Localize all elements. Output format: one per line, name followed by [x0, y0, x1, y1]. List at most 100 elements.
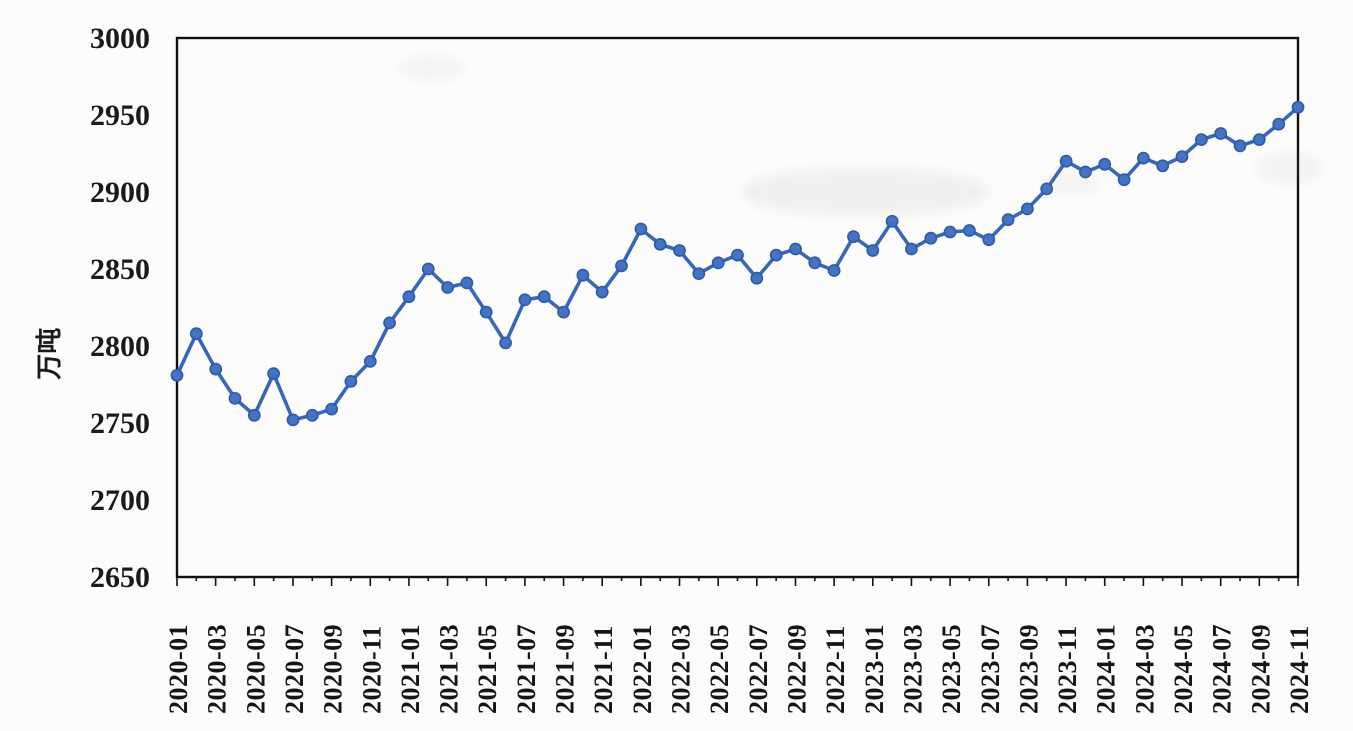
data-point [905, 242, 918, 256]
data-point [247, 408, 261, 422]
data-point [189, 327, 203, 341]
data-point [653, 237, 667, 251]
x-tick-label: 2024-03 [1130, 624, 1159, 714]
data-point [286, 413, 300, 427]
x-tick-label: 2022-05 [705, 624, 734, 714]
x-tick-label: 2022-09 [782, 624, 811, 714]
x-tick-label: 2021-03 [435, 624, 464, 714]
data-point [711, 256, 725, 270]
data-point [1117, 173, 1131, 187]
x-tick-label: 2022-07 [744, 624, 773, 714]
data-point [1156, 159, 1170, 173]
data-point [499, 336, 512, 350]
data-point [1214, 127, 1228, 140]
data-point [441, 281, 454, 294]
x-tick-label: 2024-07 [1208, 624, 1237, 714]
data-point [924, 231, 938, 245]
data-point [1233, 139, 1247, 153]
data-point [595, 285, 609, 299]
x-tick-label: 2020-11 [357, 625, 386, 714]
data-point [1272, 117, 1286, 131]
data-point [421, 262, 435, 276]
x-tick-label: 2023-09 [1014, 624, 1043, 714]
x-tick-label: 2021-01 [396, 624, 425, 714]
x-tick-label: 2020-01 [164, 624, 193, 714]
data-line [175, 105, 1300, 422]
data-point [383, 316, 396, 330]
data-point [1059, 154, 1073, 168]
data-point [963, 224, 976, 237]
data-point [305, 408, 319, 422]
x-tick-label: 2023-07 [976, 624, 1005, 714]
y-tick-label: 2850 [90, 253, 150, 286]
data-point [479, 305, 493, 319]
data-point [363, 354, 377, 368]
data-point [1001, 213, 1015, 227]
x-tick-label: 2023-11 [1053, 625, 1082, 714]
data-point [769, 248, 783, 262]
x-tick-label: 2023-01 [860, 624, 889, 714]
x-tick-label: 2022-03 [667, 624, 696, 714]
x-tick-label: 2024-09 [1246, 624, 1275, 714]
data-point [1040, 182, 1054, 196]
data-point [827, 264, 841, 277]
x-tick-label: 2020-07 [280, 624, 309, 714]
data-point [982, 233, 996, 247]
y-tick-label: 2650 [90, 561, 150, 594]
x-tick-label: 2021-09 [551, 624, 580, 714]
data-point [789, 242, 802, 256]
plot-border [175, 36, 1300, 579]
data-point [885, 214, 899, 228]
x-axis-tick-labels: 2020-01 2020-03 2020-05 2020-07 2020-09 2020-… [164, 624, 1314, 714]
x-tick-label: 2024-01 [1092, 624, 1121, 714]
x-tick-label: 2021-07 [512, 624, 541, 714]
data-point [808, 256, 822, 270]
data-point [228, 391, 242, 405]
x-tick-label: 2021-05 [473, 624, 502, 714]
data-point [731, 248, 744, 262]
data-point [634, 222, 648, 236]
y-tick-label: 2700 [90, 484, 150, 517]
data-point [1291, 100, 1305, 114]
data-point [1175, 150, 1189, 163]
data-point [576, 268, 590, 282]
x-tick-label: 2020-03 [203, 624, 232, 714]
x-tick-label: 2021-11 [589, 625, 618, 714]
y-axis-title: 万吨 [35, 328, 64, 380]
x-tick-label: 2022-01 [628, 624, 657, 714]
data-point [518, 293, 532, 307]
data-point [557, 305, 570, 319]
data-point [537, 290, 551, 304]
data-point [673, 244, 686, 257]
x-tick-label: 2023-05 [937, 624, 966, 714]
data-point [402, 290, 416, 304]
data-point [750, 271, 764, 285]
data-point [1098, 157, 1112, 171]
plot-frame [175, 36, 1300, 579]
data-point [943, 225, 957, 239]
data-point [1252, 133, 1266, 146]
y-tick-label: 2950 [90, 99, 150, 132]
data-point [460, 276, 474, 290]
y-tick-label: 2800 [90, 330, 150, 363]
data-point [1079, 165, 1092, 179]
x-tick-label: 2024-11 [1285, 625, 1314, 714]
data-point [866, 244, 880, 257]
data-point [1021, 202, 1034, 216]
data-point [267, 367, 280, 381]
data-point [209, 362, 223, 376]
x-tick-label: 2022-11 [821, 625, 850, 714]
x-tick-label: 2020-05 [241, 624, 270, 714]
data-point [1137, 151, 1150, 165]
data-point [615, 259, 628, 273]
data-point [344, 374, 358, 388]
x-tick-label: 2024-05 [1169, 624, 1198, 714]
data-point [847, 230, 860, 244]
data-point [325, 402, 338, 416]
x-tick-label: 2020-09 [319, 624, 348, 714]
x-tick-label: 2023-03 [898, 624, 927, 714]
data-series [170, 100, 1305, 427]
data-point [1195, 133, 1208, 146]
